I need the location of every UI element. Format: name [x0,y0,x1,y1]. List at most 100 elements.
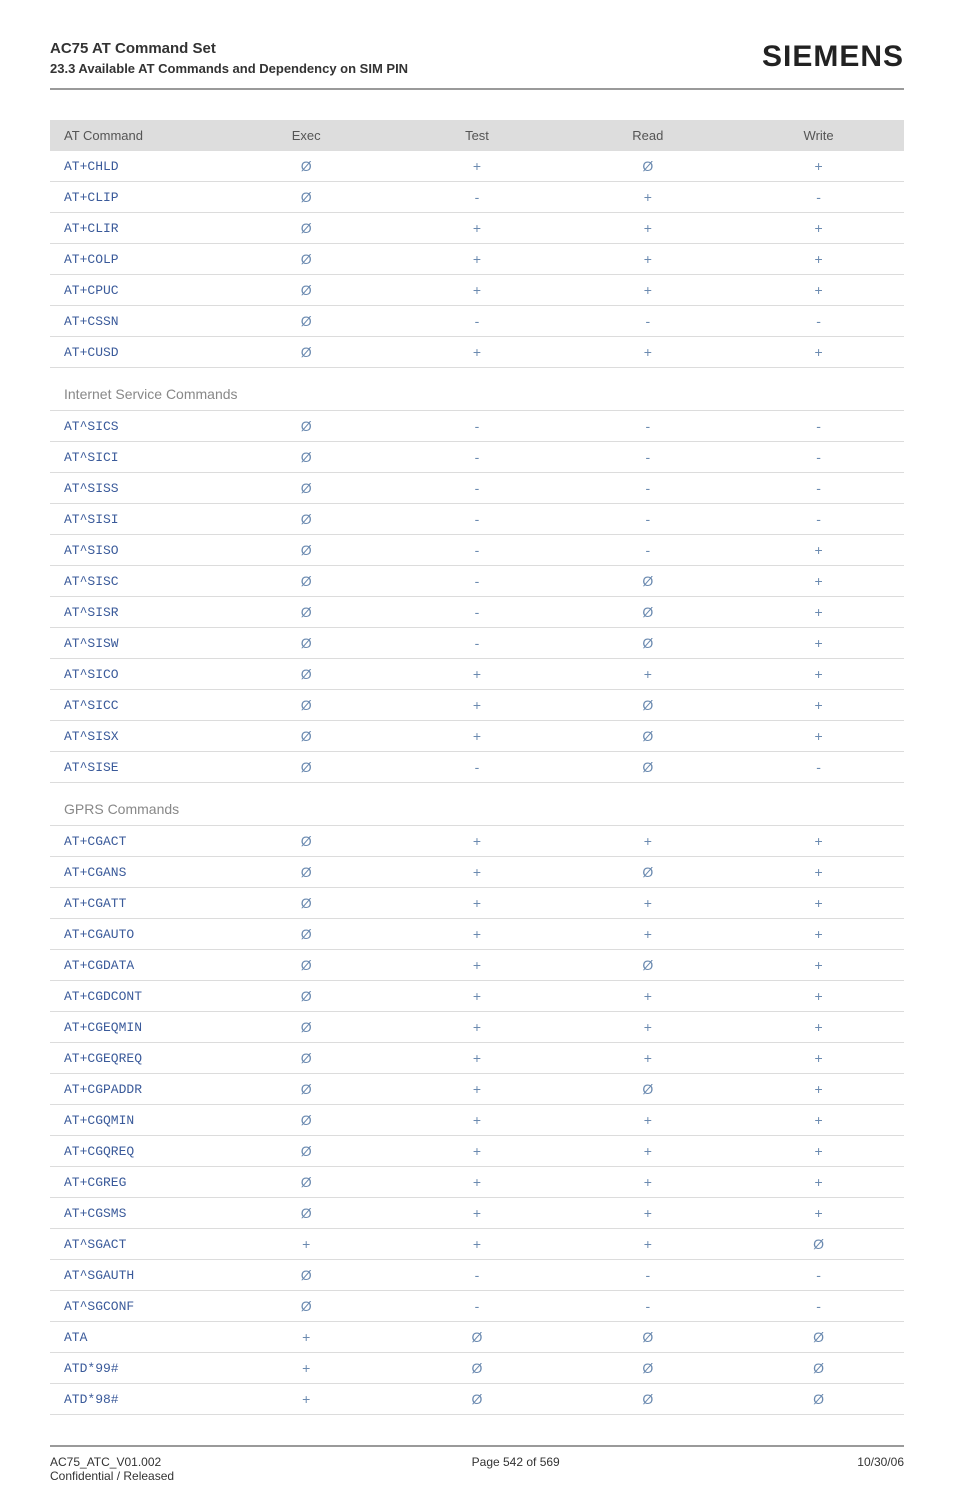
command-link[interactable]: AT^SICC [50,690,221,721]
command-link[interactable]: AT+CUSD [50,337,221,368]
cell-write: - [733,504,904,535]
cell-test: + [392,1105,563,1136]
symbol-plus: + [644,1174,652,1190]
cell-exec: Ø [221,473,392,504]
command-link[interactable]: AT+CLIP [50,182,221,213]
cell-read: Ø [562,1074,733,1105]
command-link[interactable]: AT^SISR [50,597,221,628]
cell-read: + [562,659,733,690]
col-read: Read [562,120,733,151]
cell-read: Ø [562,752,733,783]
command-link[interactable]: AT^SISI [50,504,221,535]
command-link[interactable]: AT^SGACT [50,1229,221,1260]
command-link[interactable]: ATD*99# [50,1353,221,1384]
command-link[interactable]: AT+CGEQREQ [50,1043,221,1074]
symbol-plus: + [473,957,481,973]
command-link[interactable]: AT+CGDATA [50,950,221,981]
command-link[interactable]: AT+CGAUTO [50,919,221,950]
col-write: Write [733,120,904,151]
symbol-null: Ø [301,344,312,360]
symbol-dash: - [816,189,821,205]
command-link[interactable]: AT^SISE [50,752,221,783]
symbol-plus: + [815,957,823,973]
command-link[interactable]: AT+CGDCONT [50,981,221,1012]
command-link[interactable]: AT^SISW [50,628,221,659]
symbol-null: Ø [642,604,653,620]
command-link[interactable]: AT^SICS [50,411,221,442]
table-row: AT^SISIØ--- [50,504,904,535]
symbol-plus: + [815,1050,823,1066]
cell-exec: Ø [221,442,392,473]
cell-read: - [562,1291,733,1322]
command-link[interactable]: AT^SGAUTH [50,1260,221,1291]
command-link[interactable]: AT+CSSN [50,306,221,337]
cell-write: + [733,1198,904,1229]
symbol-null: Ø [301,480,312,496]
cell-test: - [392,182,563,213]
command-link[interactable]: AT+CGSMS [50,1198,221,1229]
cell-test: + [392,826,563,857]
symbol-dash: - [475,542,480,558]
command-link[interactable]: AT+CGACT [50,826,221,857]
cell-read: Ø [562,597,733,628]
command-link[interactable]: AT^SICO [50,659,221,690]
command-link[interactable]: AT+CGEQMIN [50,1012,221,1043]
command-link[interactable]: AT+CGREG [50,1167,221,1198]
symbol-dash: - [645,449,650,465]
command-link[interactable]: AT+CGQMIN [50,1105,221,1136]
symbol-dash: - [645,480,650,496]
command-link[interactable]: AT^SISO [50,535,221,566]
cell-test: - [392,473,563,504]
symbol-null: Ø [301,282,312,298]
cell-exec: Ø [221,857,392,888]
command-link[interactable]: AT+CGQREQ [50,1136,221,1167]
cell-read: + [562,275,733,306]
command-link[interactable]: AT+CGANS [50,857,221,888]
symbol-dash: - [645,1298,650,1314]
cell-exec: Ø [221,721,392,752]
command-link[interactable]: AT+CGPADDR [50,1074,221,1105]
symbol-null: Ø [642,635,653,651]
symbol-dash: - [645,1267,650,1283]
command-link[interactable]: AT+CPUC [50,275,221,306]
command-link[interactable]: AT^SISX [50,721,221,752]
command-link[interactable]: AT+CGATT [50,888,221,919]
symbol-plus: + [815,1174,823,1190]
command-link[interactable]: AT+CLIR [50,213,221,244]
at-command-table: AT Command Exec Test Read Write AT+CHLDØ… [50,120,904,1415]
cell-test: - [392,411,563,442]
cell-write: - [733,752,904,783]
symbol-null: Ø [472,1329,483,1345]
table-row: AT+CUSDØ+++ [50,337,904,368]
symbol-null: Ø [301,1050,312,1066]
cell-test: + [392,275,563,306]
command-link[interactable]: AT^SISC [50,566,221,597]
cell-exec: Ø [221,888,392,919]
cell-exec: Ø [221,411,392,442]
command-link[interactable]: ATA [50,1322,221,1353]
cell-exec: Ø [221,535,392,566]
symbol-null: Ø [301,449,312,465]
command-link[interactable]: AT+CHLD [50,151,221,182]
cell-write: + [733,597,904,628]
symbol-plus: + [473,988,481,1004]
cell-write: - [733,442,904,473]
command-link[interactable]: AT^SGCONF [50,1291,221,1322]
table-row: ATD*98#+ØØØ [50,1384,904,1415]
cell-exec: Ø [221,826,392,857]
command-link[interactable]: AT+COLP [50,244,221,275]
table-row: AT^SGAUTHØ--- [50,1260,904,1291]
symbol-dash: - [475,635,480,651]
cell-read: + [562,981,733,1012]
table-row: AT^SICOØ+++ [50,659,904,690]
cell-write: + [733,981,904,1012]
command-link[interactable]: AT^SISS [50,473,221,504]
cell-read: + [562,1229,733,1260]
cell-exec: Ø [221,182,392,213]
doc-title: AC75 AT Command Set [50,40,408,57]
command-link[interactable]: ATD*98# [50,1384,221,1415]
cell-test: - [392,306,563,337]
cell-read: + [562,244,733,275]
command-link[interactable]: AT^SICI [50,442,221,473]
cell-exec: Ø [221,659,392,690]
